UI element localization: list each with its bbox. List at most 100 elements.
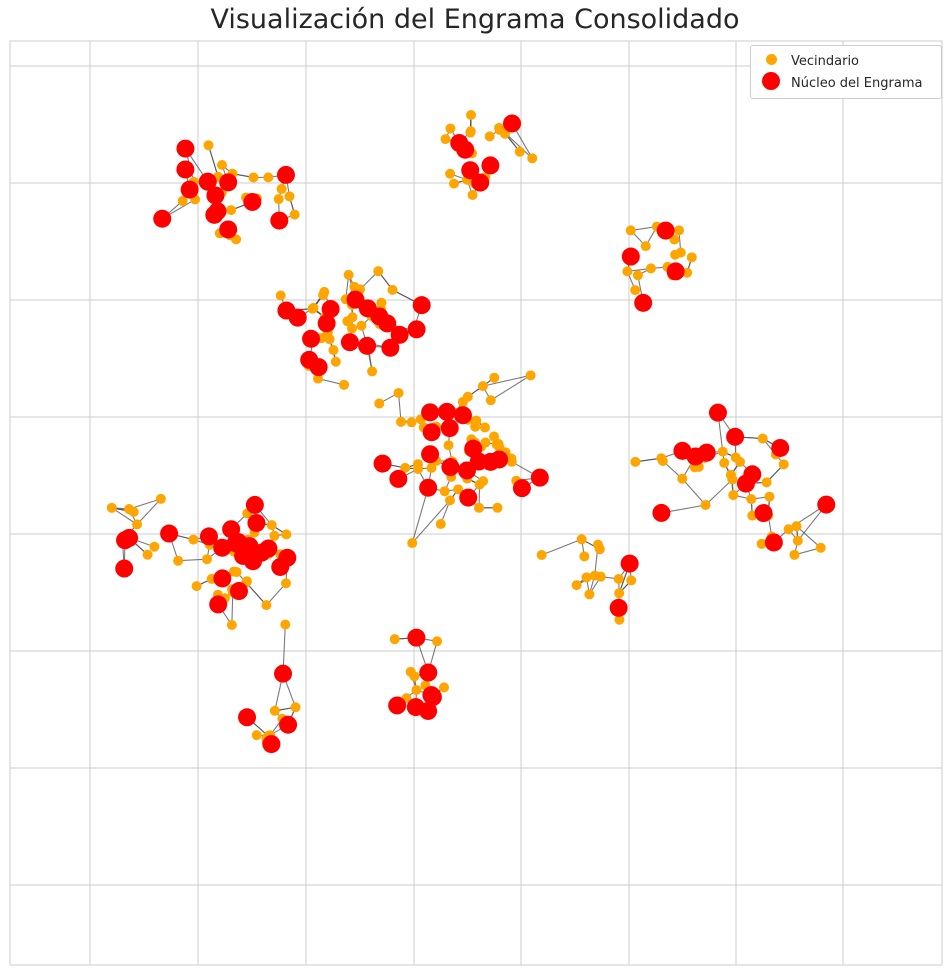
neighborhood-node xyxy=(281,529,292,540)
core-node xyxy=(276,165,295,184)
neighborhood-node xyxy=(289,209,300,220)
core-node xyxy=(317,314,336,333)
network-edge xyxy=(245,582,267,606)
neighborhood-node xyxy=(453,484,464,495)
neighborhood-node xyxy=(613,573,624,584)
neighborhood-node xyxy=(263,172,274,183)
core-node xyxy=(219,220,238,239)
core-node xyxy=(419,478,438,497)
neighborhood-node xyxy=(686,252,697,263)
core-node xyxy=(199,527,218,546)
core-node xyxy=(656,221,675,240)
chart-title: Visualización del Engrama Consolidado xyxy=(210,4,740,35)
neighborhood-node xyxy=(248,172,259,183)
network-edge xyxy=(482,374,531,387)
core-node xyxy=(620,554,639,573)
core-nodes xyxy=(115,114,836,754)
neighborhood-node xyxy=(269,530,280,541)
core-node xyxy=(209,595,228,614)
core-node xyxy=(238,708,257,727)
core-node xyxy=(423,688,442,707)
core-node xyxy=(381,338,400,357)
neighborhood-node xyxy=(276,183,287,194)
legend-item-neighborhood: Vecindario xyxy=(751,51,859,71)
neighborhood-node xyxy=(261,600,272,611)
neighborhood-node xyxy=(584,589,595,600)
network-edge xyxy=(207,145,219,177)
core-node xyxy=(252,543,271,562)
neighborhood-node xyxy=(406,417,417,428)
network-edge xyxy=(541,538,582,556)
core-node xyxy=(302,329,321,348)
core-node xyxy=(503,114,522,133)
neighborhood-node xyxy=(593,539,604,550)
neighborhood-node xyxy=(328,345,339,356)
neighborhood-node xyxy=(579,551,590,562)
neighborhood-node xyxy=(226,205,237,216)
neighborhood-node xyxy=(764,491,775,502)
neighborhood-node xyxy=(783,524,794,535)
neighborhood-node xyxy=(347,312,358,323)
neighborhood-node xyxy=(595,571,606,582)
neighborhood-node xyxy=(728,490,739,501)
neighborhood-node xyxy=(319,286,330,297)
core-node xyxy=(686,447,705,466)
core-node xyxy=(421,403,440,422)
neighborhood-node xyxy=(489,372,500,383)
core-node xyxy=(346,290,365,309)
neighborhood-node xyxy=(266,520,277,531)
neighborhood-node xyxy=(478,476,489,487)
core-node xyxy=(274,664,293,683)
neighborhood-node xyxy=(622,266,633,277)
core-node xyxy=(621,247,640,266)
neighborhood-node xyxy=(626,575,637,586)
neighborhood-node xyxy=(124,504,135,515)
neighborhood-node xyxy=(396,416,407,427)
network-edge xyxy=(490,374,531,401)
neighborhood-node xyxy=(778,459,789,470)
core-node xyxy=(262,735,281,754)
neighborhood-node xyxy=(284,191,295,202)
neighborhood-node xyxy=(149,541,160,552)
neighborhood-node xyxy=(275,290,286,301)
neighborhood-node xyxy=(756,538,767,549)
neighborhood-node xyxy=(367,366,378,377)
neighborhood-node xyxy=(677,473,688,484)
core-node xyxy=(490,450,509,469)
neighborhood-node xyxy=(400,462,411,473)
core-node xyxy=(321,300,340,319)
core-node xyxy=(754,504,773,523)
core-node xyxy=(206,186,225,205)
core-node xyxy=(247,513,266,532)
core-node xyxy=(229,582,248,601)
neighborhood-node xyxy=(474,502,485,513)
neighborhood-node xyxy=(525,370,536,381)
core-node xyxy=(817,495,836,514)
neighborhood-node xyxy=(792,535,803,546)
neighborhood-node xyxy=(228,566,239,577)
neighborhood-node xyxy=(280,619,291,630)
neighborhood-node xyxy=(669,234,680,245)
neighborhood-node xyxy=(347,323,358,334)
legend-item-core: Núcleo del Engrama xyxy=(751,72,922,93)
legend-marker-neighborhood xyxy=(765,53,777,65)
neighborhood-node xyxy=(761,477,772,488)
core-node xyxy=(412,296,431,315)
core-node xyxy=(634,293,653,312)
neighborhood-node xyxy=(581,572,592,583)
neighborhood-node xyxy=(290,702,301,713)
core-node xyxy=(441,458,460,477)
network-edge xyxy=(231,592,234,626)
neighborhood-node xyxy=(645,263,656,274)
neighborhood-node xyxy=(203,140,214,151)
neighborhood-node xyxy=(479,422,490,433)
grid xyxy=(10,41,942,965)
neighborhood-node xyxy=(439,682,450,693)
neighborhood-node xyxy=(440,134,451,145)
neighborhood-node xyxy=(717,446,728,457)
network-edge xyxy=(411,487,429,544)
neighborhood-node xyxy=(657,456,668,467)
core-node xyxy=(771,438,790,457)
neighborhood-node xyxy=(132,519,143,530)
core-node xyxy=(219,173,238,192)
